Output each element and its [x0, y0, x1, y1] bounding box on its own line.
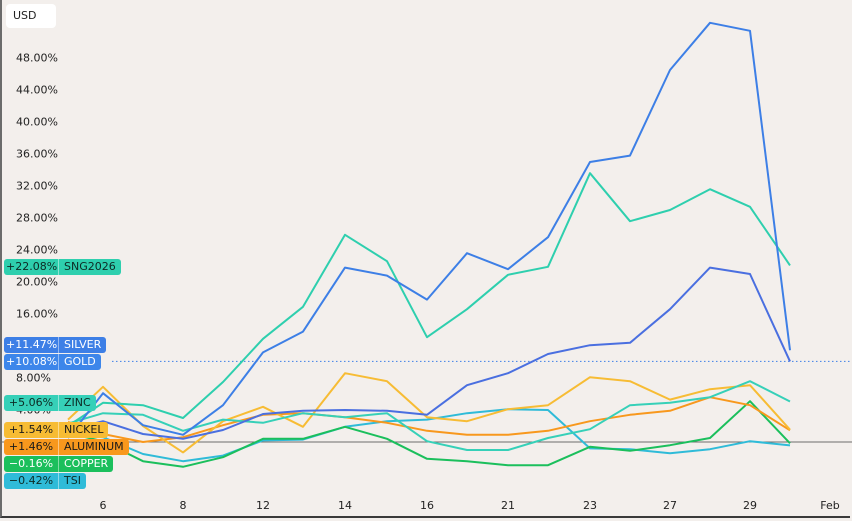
price-label-gold[interactable]: +10.08% GOLD — [4, 354, 101, 370]
x-tick-label: 8 — [179, 499, 187, 512]
price-label-value: +10.08% — [4, 354, 58, 370]
series-line-sng2026[interactable] — [67, 172, 791, 427]
price-label-symbol: SNG2026 — [58, 259, 121, 275]
price-label-value: +22.08% — [4, 259, 58, 275]
y-tick-label: 24.00% — [16, 243, 58, 257]
price-label-symbol: ALUMINUM — [58, 439, 129, 455]
y-tick-label: 32.00% — [16, 179, 58, 193]
series-line-copper[interactable] — [67, 400, 791, 468]
price-label-value: −0.42% — [4, 473, 58, 489]
y-tick-label: 36.00% — [16, 147, 58, 161]
price-label-copper[interactable]: −0.16% COPPER — [4, 456, 114, 472]
x-tick-label: 14 — [338, 499, 352, 512]
price-label-aluminum[interactable]: +1.46% ALUMINUM — [4, 439, 129, 455]
price-label-nickel[interactable]: +1.54% NICKEL — [4, 422, 109, 438]
price-label-symbol: SILVER — [58, 337, 107, 353]
price-label-symbol: GOLD — [58, 354, 101, 370]
price-label-symbol: NICKEL — [58, 422, 109, 438]
series-line-zinc[interactable] — [67, 380, 791, 451]
price-label-symbol: ZINC — [58, 395, 96, 411]
y-tick-label: 44.00% — [16, 83, 58, 97]
price-label-symbol: TSI — [58, 473, 86, 489]
price-label-value: +1.46% — [4, 439, 58, 455]
price-label-value: +5.06% — [4, 395, 58, 411]
series-line-gold[interactable] — [67, 266, 791, 440]
x-tick-label: Feb — [820, 499, 840, 512]
currency-label[interactable]: USD — [6, 4, 56, 28]
price-label-tsi[interactable]: −0.42% TSI — [4, 473, 86, 489]
price-label-value: +11.47% — [4, 337, 58, 353]
y-tick-label: 20.00% — [16, 275, 58, 289]
x-tick-label: 12 — [256, 499, 270, 512]
x-tick-label: 23 — [583, 499, 597, 512]
price-label-value: −0.16% — [4, 456, 58, 472]
y-tick-label: 16.00% — [16, 307, 58, 321]
price-label-silver[interactable]: +11.47% SILVER — [4, 337, 107, 353]
price-label-symbol: COPPER — [58, 456, 114, 472]
price-label-value: +1.54% — [4, 422, 58, 438]
x-tick-label: 21 — [501, 499, 515, 512]
price-label-sng2026[interactable]: +22.08% SNG2026 — [4, 259, 121, 275]
price-label-zinc[interactable]: +5.06% ZINC — [4, 395, 96, 411]
y-tick-label: 48.00% — [16, 51, 58, 65]
x-tick-label: 16 — [420, 499, 434, 512]
x-tick-label: 27 — [663, 499, 677, 512]
series-line-silver[interactable] — [67, 21, 791, 439]
y-tick-label: 28.00% — [16, 211, 58, 225]
x-tick-label: 29 — [743, 499, 757, 512]
series-line-aluminum[interactable] — [67, 396, 791, 443]
x-tick-label: 6 — [99, 499, 107, 512]
series-line-tsi[interactable] — [67, 408, 791, 463]
series-line-nickel[interactable] — [67, 372, 791, 454]
y-tick-label: 40.00% — [16, 115, 58, 129]
y-tick-label: 8.00% — [16, 371, 51, 385]
